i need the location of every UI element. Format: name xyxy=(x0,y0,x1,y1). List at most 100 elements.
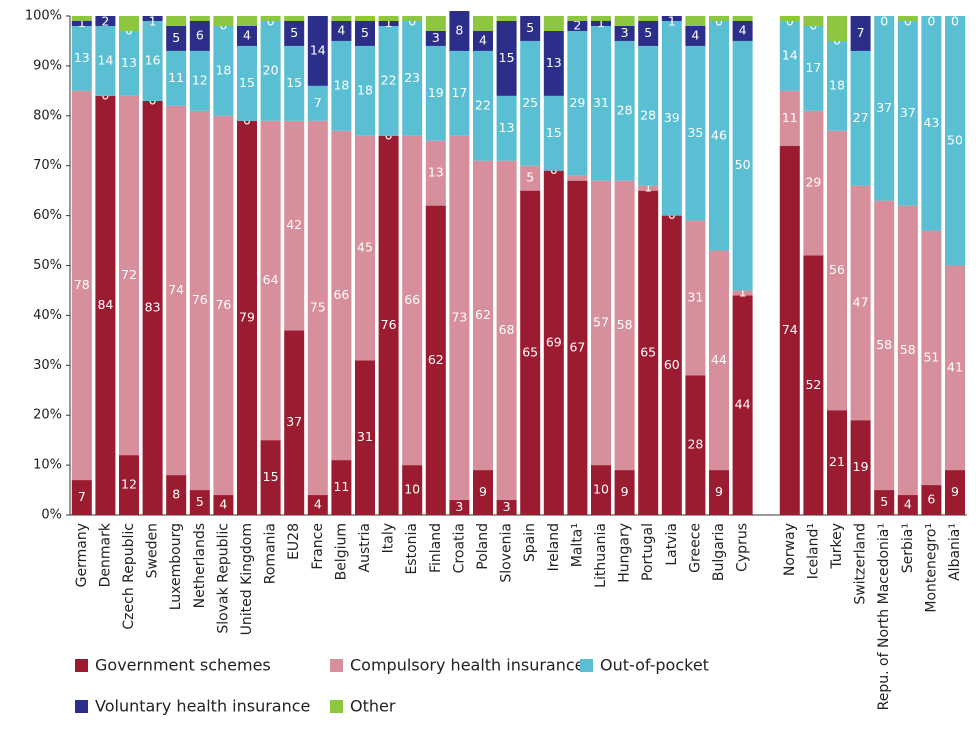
bar-segment xyxy=(614,25,635,41)
data-label: 31 xyxy=(687,289,703,304)
data-label: 18 xyxy=(357,82,373,97)
bar-segment xyxy=(496,500,517,515)
bar-segment xyxy=(260,120,281,441)
data-label: 5 xyxy=(196,494,204,509)
bar-segment xyxy=(591,180,611,466)
bar-segment xyxy=(661,215,682,515)
legend-swatch xyxy=(330,659,343,672)
data-label: 5 xyxy=(880,494,888,509)
bar-segment xyxy=(95,95,116,515)
data-label: 72 xyxy=(121,267,137,282)
data-label: 3 xyxy=(455,499,463,514)
data-label: 1 xyxy=(385,15,393,30)
data-label: 17 xyxy=(805,60,821,75)
data-label: 15 xyxy=(546,125,562,140)
data-label: 18 xyxy=(333,77,349,92)
bar-segment xyxy=(402,20,423,136)
bar-segment xyxy=(567,30,588,176)
bar-segment xyxy=(685,375,706,515)
bar-segment xyxy=(402,465,423,515)
bar-segment xyxy=(897,205,918,496)
data-label: 13 xyxy=(121,55,137,70)
bar-segment xyxy=(709,16,729,21)
bar-segment xyxy=(496,95,517,161)
bar-segment xyxy=(874,16,895,201)
data-label: 14 xyxy=(310,42,326,57)
bar-segment xyxy=(213,16,234,26)
bar-segment xyxy=(779,16,800,21)
bar-segment xyxy=(567,20,588,31)
x-tick-label: Denmark xyxy=(97,522,113,587)
data-label: 14 xyxy=(782,47,798,62)
data-label: 4 xyxy=(337,22,345,37)
data-label: 68 xyxy=(499,322,515,337)
data-label: 84 xyxy=(97,297,113,312)
bar-segment xyxy=(567,175,588,181)
data-label: 5 xyxy=(526,20,534,35)
x-tick-label: Lithuania xyxy=(593,523,609,588)
data-label: 75 xyxy=(310,299,326,314)
bar-segment xyxy=(425,45,446,141)
bar-segment xyxy=(307,85,328,121)
x-tick-label: United Kingdom xyxy=(239,523,255,635)
data-label: 15 xyxy=(239,75,255,90)
data-label: 15 xyxy=(263,469,279,484)
bar-segment xyxy=(921,230,942,486)
x-tick-label: Repu. of North Macedonia¹ xyxy=(876,523,892,710)
bar-segment xyxy=(520,165,541,191)
x-tick-label: Luxembourg xyxy=(168,523,184,610)
data-label: 76 xyxy=(192,292,208,307)
bar-segment xyxy=(874,490,895,515)
bar-segment xyxy=(473,470,493,515)
data-label: 16 xyxy=(145,52,161,67)
bar-segment xyxy=(449,50,470,136)
data-label: 13 xyxy=(74,50,90,65)
data-label: 4 xyxy=(219,497,227,512)
data-label: 21 xyxy=(829,454,845,469)
bar-segment xyxy=(378,135,399,515)
bar-segment xyxy=(591,20,611,26)
x-tick-label: Netherlands xyxy=(192,523,208,608)
data-label: 44 xyxy=(735,397,751,412)
bar-segment xyxy=(119,30,139,96)
bar-segment xyxy=(779,90,800,146)
data-label: 19 xyxy=(853,459,869,474)
data-label: 27 xyxy=(853,110,869,125)
data-label: 52 xyxy=(805,377,821,392)
x-tick-label: Romania xyxy=(263,523,279,584)
bar-segment xyxy=(95,25,116,96)
bar-segment xyxy=(827,410,847,515)
bar-segment xyxy=(543,95,564,171)
data-label: 0 xyxy=(880,14,888,29)
bar-segment xyxy=(284,45,305,121)
data-label: 3 xyxy=(432,30,440,45)
bar-segment xyxy=(402,135,423,466)
data-label: 4 xyxy=(479,32,487,47)
bar-segment xyxy=(378,25,399,136)
data-label: 58 xyxy=(617,317,633,332)
bar-segment xyxy=(685,45,706,221)
data-label: 10 xyxy=(404,482,420,497)
data-label: 18 xyxy=(829,77,845,92)
data-label: 28 xyxy=(640,107,656,122)
bar-segment xyxy=(449,135,470,501)
y-tick-label: 30% xyxy=(33,358,62,373)
x-tick-label: Poland xyxy=(475,523,491,570)
bar-segment xyxy=(732,16,753,21)
bar-segment xyxy=(496,16,517,21)
bar-segment xyxy=(803,110,824,256)
bar-segment xyxy=(260,440,281,515)
x-tick-label: Germany xyxy=(74,523,90,587)
y-tick-label: 50% xyxy=(33,258,62,273)
data-label: 46 xyxy=(711,127,727,142)
x-tick-label: Latvia xyxy=(664,523,680,566)
x-tick-label: Serbia¹ xyxy=(900,523,916,573)
data-label: 4 xyxy=(739,22,747,37)
data-label: 13 xyxy=(546,55,562,70)
data-label: 14 xyxy=(97,52,113,67)
data-label: 62 xyxy=(428,352,444,367)
data-label: 39 xyxy=(664,110,680,125)
bar-segment xyxy=(449,11,470,51)
data-label: 83 xyxy=(145,299,161,314)
data-label: 6 xyxy=(927,492,935,507)
